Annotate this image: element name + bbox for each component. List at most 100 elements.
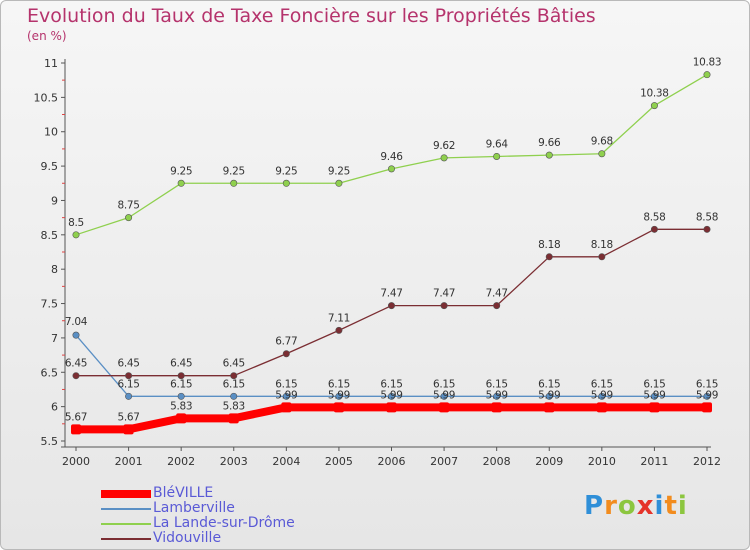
data-point bbox=[125, 392, 133, 400]
data-label: 5.67 bbox=[117, 411, 139, 423]
data-label: 10.38 bbox=[640, 88, 669, 100]
data-label: 5.99 bbox=[380, 389, 402, 401]
data-label: 9.64 bbox=[486, 138, 509, 150]
logo-letter: i bbox=[654, 491, 665, 521]
x-tick-label: 2001 bbox=[115, 455, 143, 468]
data-point bbox=[440, 154, 448, 162]
data-point bbox=[125, 372, 133, 380]
y-tick-label: 8.5 bbox=[41, 229, 59, 242]
data-point bbox=[493, 152, 501, 160]
data-point bbox=[387, 165, 395, 173]
y-tick-label: 8 bbox=[51, 263, 58, 276]
x-tick-label: 2003 bbox=[220, 455, 248, 468]
data-label: 8.18 bbox=[591, 239, 613, 251]
x-tick-label: 2006 bbox=[378, 455, 406, 468]
data-point bbox=[72, 372, 80, 380]
x-tick-label: 2000 bbox=[62, 455, 90, 468]
data-point bbox=[650, 225, 658, 233]
x-tick-label: 2011 bbox=[640, 455, 668, 468]
data-label: 6.45 bbox=[223, 358, 245, 370]
logo-letter: P bbox=[584, 491, 605, 521]
data-point bbox=[123, 424, 134, 435]
data-label: 7.11 bbox=[328, 312, 350, 324]
data-point bbox=[440, 302, 448, 310]
data-point bbox=[177, 179, 185, 187]
data-label: 8.18 bbox=[538, 239, 560, 251]
data-point bbox=[598, 150, 606, 158]
data-point bbox=[650, 102, 658, 110]
data-point bbox=[649, 402, 660, 413]
x-tick-label: 2002 bbox=[167, 455, 195, 468]
data-point bbox=[598, 253, 606, 261]
data-point bbox=[282, 179, 290, 187]
data-point bbox=[596, 402, 607, 413]
data-label: 6.15 bbox=[170, 378, 192, 390]
y-tick-label: 5.5 bbox=[41, 435, 59, 448]
data-label: 6.15 bbox=[275, 378, 297, 390]
data-label: 6.15 bbox=[538, 378, 560, 390]
data-label: 10.83 bbox=[693, 57, 722, 69]
y-tick-label: 6 bbox=[51, 401, 58, 414]
data-label: 5.83 bbox=[170, 400, 192, 412]
data-point bbox=[703, 392, 711, 400]
data-label: 5.99 bbox=[643, 389, 665, 401]
data-point bbox=[282, 392, 290, 400]
legend-label: Vidouville bbox=[153, 530, 222, 546]
data-point bbox=[230, 372, 238, 380]
data-point bbox=[177, 372, 185, 380]
y-tick-label: 10.5 bbox=[34, 91, 59, 104]
logo-letter: i bbox=[677, 491, 688, 521]
x-tick-label: 2004 bbox=[272, 455, 300, 468]
data-point bbox=[230, 392, 238, 400]
data-point bbox=[176, 413, 187, 424]
data-label: 5.99 bbox=[433, 389, 455, 401]
chart-title: Evolution du Taux de Taxe Foncière sur l… bbox=[27, 5, 596, 27]
data-label: 8.58 bbox=[696, 211, 718, 223]
data-label: 9.66 bbox=[538, 137, 561, 149]
chart-subtitle: (en %) bbox=[27, 29, 67, 43]
data-label: 5.99 bbox=[328, 389, 350, 401]
data-point bbox=[71, 424, 81, 435]
data-label: 8.58 bbox=[643, 211, 665, 223]
data-label: 7.47 bbox=[486, 288, 508, 300]
data-label: 9.46 bbox=[380, 151, 403, 163]
data-label: 5.83 bbox=[223, 400, 245, 412]
data-point bbox=[703, 71, 711, 79]
data-point bbox=[333, 402, 344, 413]
data-label: 9.62 bbox=[433, 140, 455, 152]
y-tick-label: 7.5 bbox=[41, 298, 59, 311]
y-tick-label: 7 bbox=[51, 332, 58, 345]
data-label: 9.25 bbox=[170, 165, 192, 177]
data-point bbox=[72, 231, 80, 239]
data-point bbox=[281, 402, 292, 413]
legend-swatch bbox=[101, 538, 151, 540]
x-tick-label: 2009 bbox=[535, 455, 563, 468]
data-label: 6.15 bbox=[328, 378, 350, 390]
data-label: 6.15 bbox=[117, 378, 139, 390]
x-tick-label: 2008 bbox=[483, 455, 511, 468]
data-label: 6.15 bbox=[433, 378, 455, 390]
x-tick-label: 2005 bbox=[325, 455, 353, 468]
logo-letter: t bbox=[664, 491, 678, 521]
logo-letter: o bbox=[617, 491, 637, 521]
data-label: 6.45 bbox=[170, 358, 192, 370]
legend-label: La Lande-sur-Drôme bbox=[153, 515, 295, 531]
data-label: 5.99 bbox=[538, 389, 560, 401]
data-point bbox=[125, 214, 133, 222]
data-label: 6.77 bbox=[275, 336, 297, 348]
data-label: 6.15 bbox=[696, 378, 718, 390]
data-label: 6.45 bbox=[65, 358, 87, 370]
data-label: 8.5 bbox=[68, 217, 84, 229]
data-label: 8.75 bbox=[117, 200, 139, 212]
data-point bbox=[493, 302, 501, 310]
data-point bbox=[386, 402, 397, 413]
data-point bbox=[440, 392, 448, 400]
data-label: 6.45 bbox=[117, 358, 139, 370]
data-label: 9.25 bbox=[275, 165, 297, 177]
legend-label: Lamberville bbox=[153, 500, 235, 516]
data-point bbox=[177, 392, 185, 400]
legend-swatch bbox=[101, 508, 151, 510]
data-point bbox=[702, 402, 712, 413]
data-label: 5.99 bbox=[486, 389, 508, 401]
